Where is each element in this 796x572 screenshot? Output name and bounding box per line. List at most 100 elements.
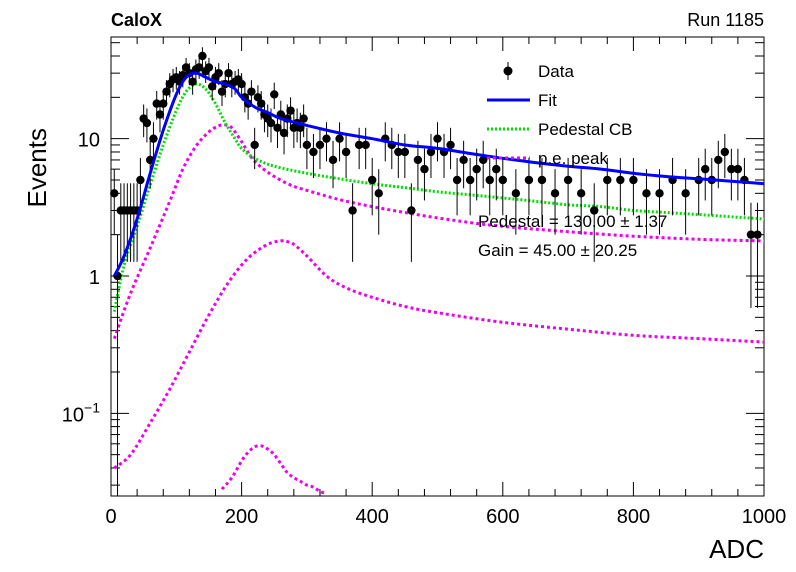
data-marker bbox=[720, 147, 730, 157]
data-point bbox=[247, 80, 256, 106]
data-marker bbox=[266, 118, 276, 128]
data-point bbox=[537, 157, 547, 216]
data-marker bbox=[655, 189, 664, 198]
data-point bbox=[374, 169, 383, 235]
data-point bbox=[753, 202, 762, 308]
data-point bbox=[472, 148, 481, 201]
data-marker bbox=[299, 114, 308, 123]
data-point bbox=[368, 157, 377, 216]
data-marker bbox=[537, 175, 547, 185]
data-marker bbox=[511, 189, 521, 198]
data-marker bbox=[204, 63, 214, 72]
data-marker bbox=[270, 90, 279, 99]
data-marker bbox=[374, 189, 383, 198]
axis-ticks: 0 200 400 600 800 1000 10−1 1 10 bbox=[62, 37, 786, 528]
data-marker bbox=[302, 140, 312, 150]
data-point bbox=[616, 157, 625, 216]
data-point bbox=[446, 127, 455, 170]
data-marker bbox=[217, 87, 227, 96]
data-point bbox=[299, 104, 308, 138]
data-marker bbox=[188, 77, 197, 86]
data-point bbox=[433, 122, 442, 162]
data-point bbox=[250, 127, 259, 170]
data-marker bbox=[727, 164, 736, 174]
data-point bbox=[354, 127, 364, 170]
data-points bbox=[110, 47, 765, 496]
x-tick-label: 400 bbox=[356, 506, 389, 528]
fit-curves bbox=[112, 82, 765, 496]
data-point bbox=[348, 183, 357, 262]
data-marker bbox=[253, 93, 263, 102]
data-point bbox=[159, 90, 168, 120]
data-marker bbox=[681, 189, 690, 198]
data-point bbox=[511, 169, 521, 235]
data-marker bbox=[328, 155, 338, 165]
data-point bbox=[198, 47, 207, 67]
fit-pedestal-text: Pedestal = 130.00 ± 1.37 bbox=[478, 212, 667, 231]
data-marker bbox=[136, 175, 145, 185]
data-marker bbox=[492, 164, 501, 174]
data-marker bbox=[214, 68, 223, 78]
data-point bbox=[465, 157, 475, 216]
data-point bbox=[110, 169, 119, 235]
data-marker bbox=[420, 164, 429, 174]
data-point bbox=[413, 140, 423, 189]
data-marker bbox=[714, 155, 723, 165]
data-marker bbox=[472, 164, 481, 174]
legend-data-label: Data bbox=[538, 62, 574, 81]
legend-entry-data: Data bbox=[503, 62, 574, 81]
experiment-label: CaloX bbox=[111, 10, 162, 30]
fit-curve bbox=[112, 71, 765, 277]
x-tick-label: 1000 bbox=[742, 506, 787, 528]
data-marker bbox=[279, 128, 289, 138]
data-point bbox=[707, 157, 716, 216]
data-point bbox=[237, 73, 246, 98]
data-point bbox=[341, 133, 351, 178]
data-point bbox=[479, 140, 488, 189]
data-marker bbox=[465, 175, 475, 185]
data-marker bbox=[485, 175, 494, 185]
pe-peak-curve bbox=[113, 239, 765, 470]
data-marker bbox=[459, 155, 468, 165]
y-tick-label: 1 bbox=[89, 267, 100, 289]
x-tick-label: 0 bbox=[105, 506, 116, 528]
data-marker bbox=[642, 189, 651, 198]
data-marker bbox=[413, 155, 423, 165]
legend-pe-label: p.e. peak bbox=[538, 149, 608, 168]
data-marker bbox=[198, 51, 207, 61]
data-point bbox=[328, 140, 338, 189]
data-point bbox=[485, 157, 494, 216]
data-marker bbox=[142, 118, 152, 128]
data-marker bbox=[368, 175, 377, 185]
data-point bbox=[603, 157, 612, 216]
data-marker bbox=[194, 63, 204, 72]
data-point bbox=[335, 122, 344, 162]
data-point bbox=[550, 169, 560, 235]
data-point bbox=[420, 148, 429, 201]
data-point bbox=[746, 202, 756, 308]
data-marker bbox=[733, 164, 743, 174]
x-tick-label: 600 bbox=[486, 506, 519, 528]
data-marker bbox=[273, 123, 282, 132]
data-point bbox=[459, 140, 468, 189]
y-tick-label: 10 bbox=[78, 130, 100, 152]
plot-frame bbox=[110, 36, 765, 497]
data-marker bbox=[446, 140, 455, 150]
data-marker bbox=[286, 106, 295, 115]
y-axis-title: Events bbox=[22, 128, 52, 208]
data-point bbox=[142, 108, 152, 143]
data-marker bbox=[524, 175, 534, 185]
data-marker bbox=[563, 175, 573, 185]
data-marker bbox=[629, 175, 638, 185]
data-point bbox=[309, 133, 318, 178]
data-marker bbox=[256, 99, 266, 108]
fit-gain-text: Gain = 45.00 ± 20.25 bbox=[478, 241, 637, 260]
data-point bbox=[590, 183, 599, 262]
data-marker bbox=[224, 68, 233, 78]
data-point bbox=[629, 157, 638, 216]
data-marker bbox=[341, 147, 351, 157]
data-marker bbox=[590, 206, 599, 215]
data-marker bbox=[426, 147, 436, 157]
data-point bbox=[694, 157, 703, 216]
